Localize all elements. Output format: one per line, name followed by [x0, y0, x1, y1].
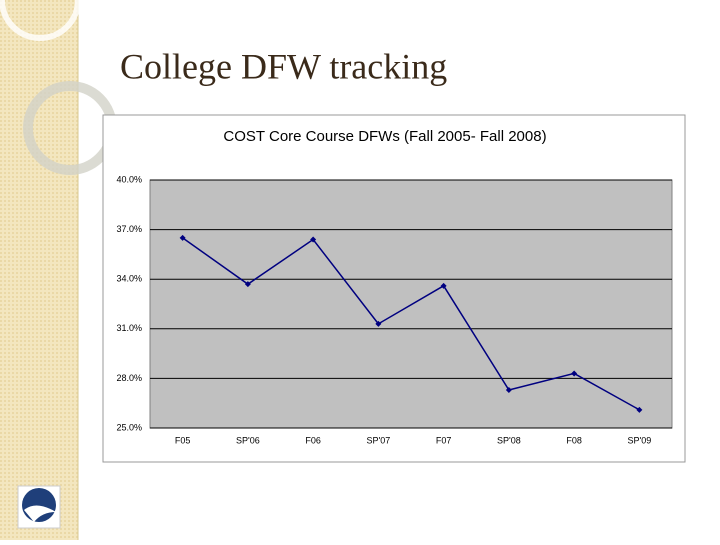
x-tick-label: F05	[175, 435, 191, 445]
chart-title: COST Core Course DFWs (Fall 2005- Fall 2…	[223, 128, 546, 145]
data-point	[244, 281, 251, 288]
x-tick-label: F07	[436, 435, 452, 445]
side-strip	[0, 0, 78, 540]
data-point	[636, 406, 643, 413]
y-tick-label: 31.0%	[116, 323, 142, 333]
y-tick-label: 37.0%	[116, 224, 142, 234]
data-point	[571, 370, 578, 377]
data-point	[310, 236, 317, 243]
data-point	[179, 234, 186, 241]
x-tick-label: F08	[566, 435, 582, 445]
y-tick-label: 28.0%	[116, 373, 142, 383]
x-tick-label: SP'06	[236, 435, 260, 445]
x-tick-label: SP'07	[367, 435, 391, 445]
data-point	[375, 320, 382, 327]
x-tick-label: F06	[305, 435, 321, 445]
data-point	[505, 386, 512, 393]
y-tick-label: 25.0%	[116, 422, 142, 432]
y-tick-label: 40.0%	[116, 174, 142, 184]
data-line	[182, 237, 640, 411]
data-point	[440, 282, 447, 289]
chart: 25.0% 28.0% 31.0% 34.0% 37.0% 40.0% F05 SP'06 F0…	[116, 174, 672, 445]
logo	[17, 485, 61, 529]
slide-title: College DFW tracking	[120, 46, 447, 86]
x-tick-label: SP'08	[497, 435, 521, 445]
decor-circle	[0, 0, 81, 41]
y-tick-label: 34.0%	[116, 274, 142, 284]
x-tick-label: SP'09	[628, 435, 652, 445]
